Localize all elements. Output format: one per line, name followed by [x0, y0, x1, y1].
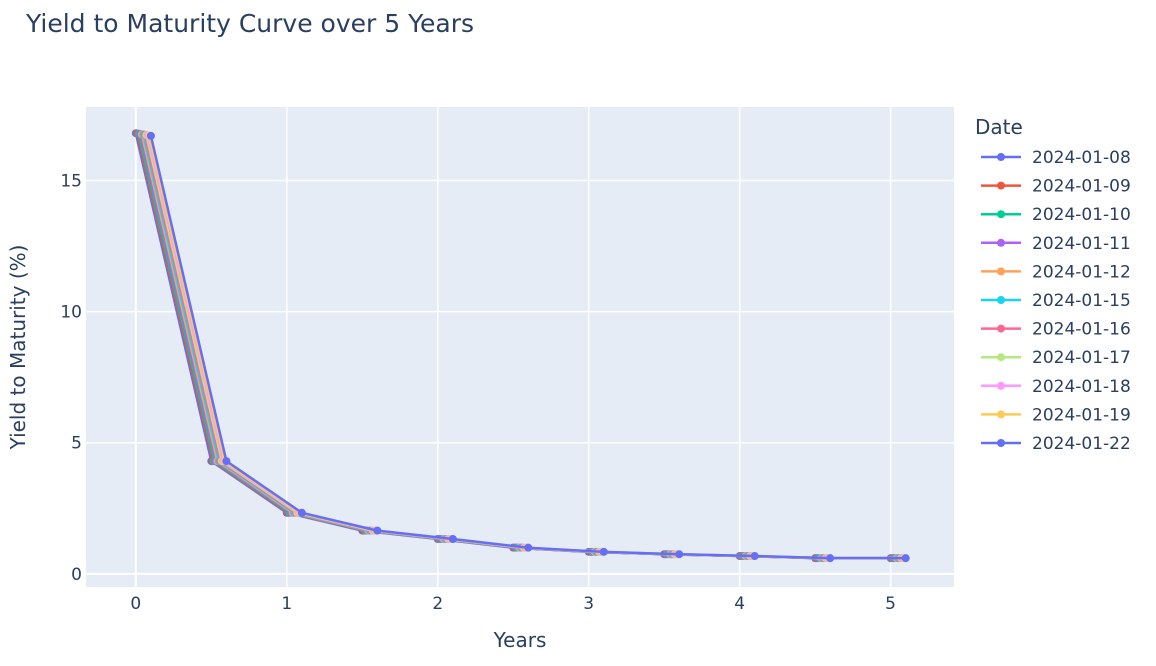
data-point	[373, 526, 382, 535]
tick-labels: 0 1 2 3 4 5 0 5 10 15	[60, 171, 896, 614]
legend-label: 2024-01-16	[1032, 320, 1131, 340]
legend-label: 2024-01-09	[1032, 177, 1131, 197]
legend-swatch-marker	[997, 267, 1005, 276]
x-tick-label: 4	[734, 594, 745, 614]
data-point	[901, 554, 910, 563]
data-point	[524, 543, 533, 552]
legend: Date 2024-01-08 2024-01-09 2024-01-10 2024-…	[975, 115, 1131, 454]
legend-item[interactable]: 2024-01-12	[981, 262, 1131, 282]
x-tick-label: 1	[281, 594, 292, 614]
legend-swatch-marker	[997, 353, 1005, 362]
data-point	[599, 547, 608, 556]
legend-swatch-marker	[997, 410, 1005, 419]
x-tick-label: 0	[130, 594, 141, 614]
legend-label: 2024-01-12	[1032, 262, 1131, 282]
legend-label: 2024-01-17	[1032, 348, 1131, 368]
x-axis-title: Years	[493, 628, 547, 652]
legend-label: 2024-01-19	[1032, 405, 1131, 425]
legend-item[interactable]: 2024-01-15	[981, 291, 1131, 311]
legend-label: 2024-01-08	[1032, 148, 1131, 168]
legend-label: 2024-01-18	[1032, 377, 1131, 397]
x-tick-label: 2	[432, 594, 443, 614]
y-axis-title: Yield to Maturity (%)	[6, 245, 30, 451]
legend-item[interactable]: 2024-01-08	[981, 148, 1131, 168]
x-tick-label: 5	[885, 594, 896, 614]
legend-label: 2024-01-22	[1032, 434, 1131, 454]
data-point	[297, 508, 306, 517]
y-tick-label: 0	[71, 565, 82, 585]
grid-lines	[86, 107, 954, 587]
legend-swatch-marker	[997, 381, 1005, 390]
legend-item[interactable]: 2024-01-11	[981, 234, 1131, 254]
legend-title: Date	[975, 115, 1023, 139]
legend-label: 2024-01-11	[1032, 234, 1131, 254]
data-point	[448, 535, 457, 543]
data-point	[750, 552, 759, 561]
legend-swatch-marker	[997, 210, 1005, 219]
legend-label: 2024-01-10	[1032, 205, 1131, 225]
legend-swatch-marker	[997, 296, 1005, 304]
legend-swatch-marker	[997, 439, 1005, 447]
y-tick-label: 5	[71, 434, 82, 454]
y-tick-label: 10	[60, 303, 82, 323]
legend-swatch-marker	[997, 324, 1005, 333]
legend-item[interactable]: 2024-01-22	[981, 434, 1131, 454]
legend-item[interactable]: 2024-01-17	[981, 348, 1131, 368]
y-tick-label: 15	[60, 171, 82, 191]
legend-item[interactable]: 2024-01-10	[981, 205, 1131, 225]
legend-item[interactable]: 2024-01-09	[981, 177, 1131, 197]
legend-swatch-marker	[997, 181, 1005, 190]
legend-swatch-marker	[997, 238, 1005, 247]
chart-title: Yield to Maturity Curve over 5 Years	[25, 9, 474, 38]
data-point	[826, 554, 835, 563]
plot-area	[86, 107, 954, 587]
data-point	[675, 550, 684, 559]
legend-label: 2024-01-15	[1032, 291, 1131, 311]
legend-item[interactable]: 2024-01-18	[981, 377, 1131, 397]
legend-item[interactable]: 2024-01-19	[981, 405, 1131, 425]
series-2024-01-22	[146, 131, 910, 563]
data-point	[146, 131, 155, 140]
legend-swatch-marker	[997, 153, 1005, 161]
data-point	[222, 457, 231, 466]
legend-item[interactable]: 2024-01-16	[981, 320, 1131, 340]
series-layer	[131, 129, 910, 563]
x-tick-label: 3	[583, 594, 594, 614]
